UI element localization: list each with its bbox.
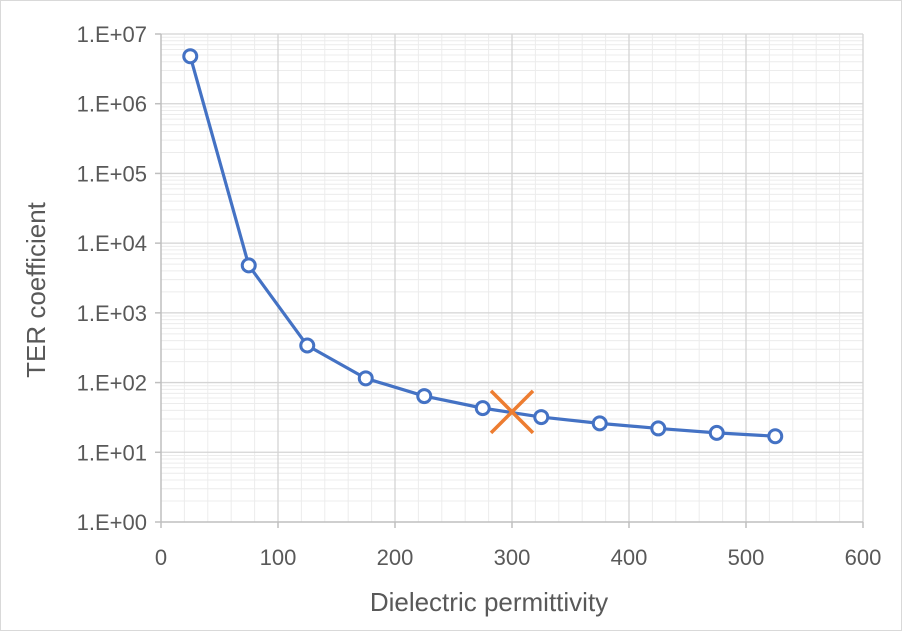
axes [155, 33, 864, 528]
data-point-marker [708, 424, 725, 441]
y-tick-label: 1.E+05 [77, 161, 147, 186]
x-axis-title: Dielectric permittivity [370, 587, 608, 617]
x-tick-label: 300 [494, 545, 531, 570]
y-tick-label: 1.E+02 [77, 371, 147, 396]
x-marker-stroke [489, 389, 535, 435]
data-point-marker [240, 257, 257, 274]
data-point-marker [182, 48, 199, 65]
x-tick-label: 0 [155, 545, 167, 570]
data-point-marker [299, 337, 316, 354]
y-tick-label: 1.E+00 [77, 510, 147, 535]
x-tick-labels: 0 100 200 300 400 500 600 [155, 545, 881, 570]
y-tick-label: 1.E+03 [77, 301, 147, 326]
y-tick-label: 1.E+01 [77, 440, 147, 465]
x-marker [489, 389, 535, 435]
major-gridlines [161, 33, 864, 522]
x-tick-label: 500 [728, 545, 765, 570]
y-axis-title: TER coefficient [21, 201, 51, 378]
series-group [182, 48, 784, 445]
y-tick-label: 1.E+04 [77, 231, 147, 256]
x-tick-label: 200 [377, 545, 414, 570]
x-tick-label: 600 [845, 545, 882, 570]
x-tick-label: 400 [611, 545, 648, 570]
data-point-marker [650, 420, 667, 437]
data-point-marker [533, 409, 550, 426]
data-point-marker [357, 370, 374, 387]
data-point-marker [767, 428, 784, 445]
data-point-marker [591, 415, 608, 432]
y-tick-labels: 1.E+00 1.E+01 1.E+02 1.E+03 1.E+04 1.E+05 1.E+… [77, 22, 147, 535]
data-point-marker [416, 388, 433, 405]
y-tick-label: 1.E+07 [77, 22, 147, 47]
y-tick-label: 1.E+06 [77, 92, 147, 117]
x-tick-label: 100 [260, 545, 297, 570]
data-point-marker [474, 400, 491, 417]
